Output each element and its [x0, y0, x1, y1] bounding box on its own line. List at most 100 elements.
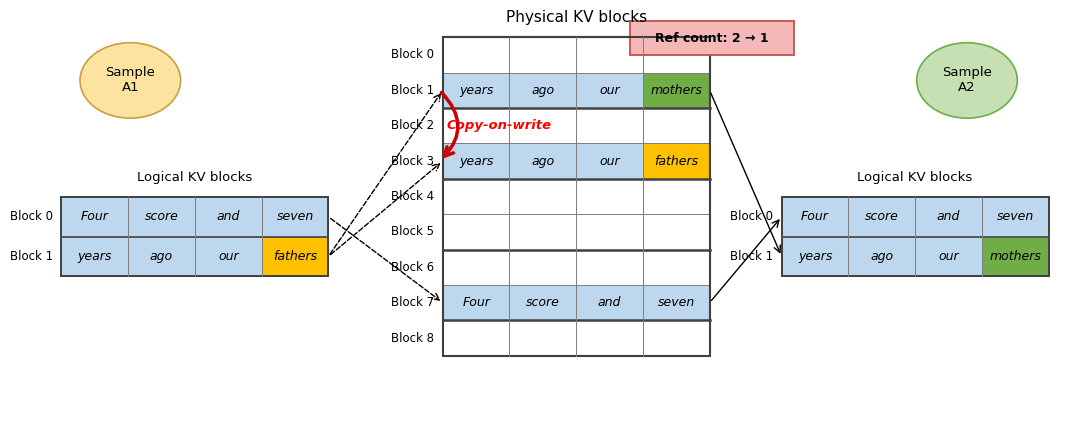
Bar [509, 250, 576, 285]
Text: Logical KV blocks: Logical KV blocks [137, 171, 253, 184]
Bar [443, 179, 509, 214]
Text: Block 4: Block 4 [391, 190, 435, 203]
Ellipse shape [80, 43, 181, 118]
Text: ago: ago [531, 84, 555, 97]
Bar [916, 197, 982, 236]
Text: Copy-on-write: Copy-on-write [446, 119, 552, 132]
Text: Block 1: Block 1 [730, 250, 773, 263]
Bar [576, 179, 643, 214]
Ellipse shape [917, 43, 1017, 118]
Text: Block 0: Block 0 [730, 210, 773, 223]
Bar [195, 236, 262, 276]
Bar [643, 250, 709, 285]
Text: Block 5: Block 5 [391, 225, 435, 238]
Bar [443, 250, 509, 285]
Text: fathers: fathers [654, 155, 698, 168]
Text: Logical KV blocks: Logical KV blocks [857, 171, 973, 184]
Bar [509, 37, 576, 73]
Bar [509, 179, 576, 214]
Bar [509, 108, 576, 143]
Text: years: years [798, 250, 832, 263]
Text: and: and [937, 210, 960, 223]
Bar [509, 285, 576, 320]
FancyBboxPatch shape [629, 21, 793, 55]
Bar [509, 73, 576, 108]
Text: mothers: mothers [651, 84, 703, 97]
Text: Four: Four [81, 210, 109, 223]
Bar [576, 73, 643, 108]
Text: mothers: mothers [989, 250, 1041, 263]
Bar [62, 197, 329, 276]
Bar [849, 197, 916, 236]
Bar [576, 214, 643, 250]
Text: our: our [599, 155, 619, 168]
Bar [443, 214, 509, 250]
Bar [509, 320, 576, 356]
Text: Sample
A1: Sample A1 [105, 66, 156, 94]
Bar [643, 108, 709, 143]
Text: our: our [938, 250, 959, 263]
Text: Block 8: Block 8 [391, 332, 435, 344]
Bar [982, 236, 1049, 276]
Text: Block 0: Block 0 [391, 49, 435, 62]
Text: seven: seven [277, 210, 313, 223]
Text: Sample
A2: Sample A2 [942, 66, 992, 94]
Bar [576, 320, 643, 356]
Text: Block 6: Block 6 [391, 261, 435, 274]
Bar [443, 73, 509, 108]
Text: Four: Four [463, 296, 490, 309]
Bar [262, 197, 329, 236]
Text: our: our [218, 250, 239, 263]
Bar [782, 197, 849, 236]
Text: Ref count: 2 → 1: Ref count: 2 → 1 [655, 31, 769, 45]
Text: score: score [525, 296, 560, 309]
Bar [443, 108, 509, 143]
Bar [916, 236, 982, 276]
Bar [643, 143, 709, 179]
Text: and: and [598, 296, 622, 309]
Text: years: years [459, 155, 493, 168]
Bar [982, 197, 1049, 236]
Text: fathers: fathers [272, 250, 317, 263]
Text: Block 3: Block 3 [391, 155, 435, 168]
Bar [443, 320, 509, 356]
Bar [129, 197, 195, 236]
Bar [62, 236, 129, 276]
Bar [195, 197, 262, 236]
Bar [576, 108, 643, 143]
Bar [443, 143, 509, 179]
Text: Block 7: Block 7 [391, 296, 435, 309]
Bar [443, 37, 509, 73]
Text: ago: ago [531, 155, 555, 168]
Text: ago: ago [150, 250, 173, 263]
Text: Block 1: Block 1 [391, 84, 435, 97]
Bar [643, 37, 709, 73]
Bar [643, 285, 709, 320]
Text: Block 1: Block 1 [10, 250, 53, 263]
Text: Physical KV blocks: Physical KV blocks [506, 10, 646, 25]
Bar [782, 197, 1049, 276]
Text: our: our [599, 84, 619, 97]
Text: score: score [865, 210, 898, 223]
Bar [643, 73, 709, 108]
Bar [849, 236, 916, 276]
Bar [643, 320, 709, 356]
Text: Block 2: Block 2 [391, 119, 435, 132]
Bar [443, 37, 709, 356]
Text: Block 0: Block 0 [10, 210, 53, 223]
Bar [509, 214, 576, 250]
Bar [782, 236, 849, 276]
Text: ago: ago [870, 250, 893, 263]
Bar [576, 250, 643, 285]
Bar [576, 285, 643, 320]
Bar [576, 37, 643, 73]
Text: seven: seven [997, 210, 1033, 223]
Bar [643, 214, 709, 250]
Text: years: years [459, 84, 493, 97]
Bar [509, 143, 576, 179]
Text: score: score [145, 210, 178, 223]
Text: seven: seven [657, 296, 695, 309]
Bar [576, 143, 643, 179]
Bar [443, 285, 509, 320]
Bar [129, 236, 195, 276]
